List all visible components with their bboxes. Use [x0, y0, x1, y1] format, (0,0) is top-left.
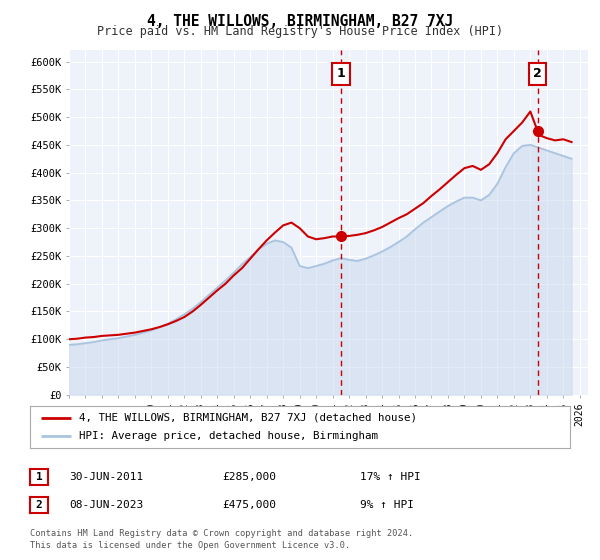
Text: 1: 1 [35, 472, 43, 482]
Text: Price paid vs. HM Land Registry's House Price Index (HPI): Price paid vs. HM Land Registry's House … [97, 25, 503, 38]
Text: £475,000: £475,000 [222, 500, 276, 510]
Text: 4, THE WILLOWS, BIRMINGHAM, B27 7XJ (detached house): 4, THE WILLOWS, BIRMINGHAM, B27 7XJ (det… [79, 413, 416, 423]
Text: 2: 2 [533, 67, 542, 80]
Text: 2: 2 [35, 500, 43, 510]
Text: HPI: Average price, detached house, Birmingham: HPI: Average price, detached house, Birm… [79, 431, 377, 441]
Text: 30-JUN-2011: 30-JUN-2011 [69, 472, 143, 482]
Text: 08-JUN-2023: 08-JUN-2023 [69, 500, 143, 510]
Text: 17% ↑ HPI: 17% ↑ HPI [360, 472, 421, 482]
Text: This data is licensed under the Open Government Licence v3.0.: This data is licensed under the Open Gov… [30, 541, 350, 550]
Text: 1: 1 [337, 67, 345, 80]
Text: £285,000: £285,000 [222, 472, 276, 482]
Text: Contains HM Land Registry data © Crown copyright and database right 2024.: Contains HM Land Registry data © Crown c… [30, 529, 413, 538]
Text: 9% ↑ HPI: 9% ↑ HPI [360, 500, 414, 510]
Text: 4, THE WILLOWS, BIRMINGHAM, B27 7XJ: 4, THE WILLOWS, BIRMINGHAM, B27 7XJ [147, 14, 453, 29]
